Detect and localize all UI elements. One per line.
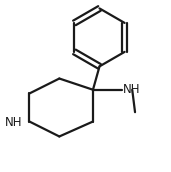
Text: NH: NH [5,116,22,129]
Text: NH: NH [123,83,140,96]
